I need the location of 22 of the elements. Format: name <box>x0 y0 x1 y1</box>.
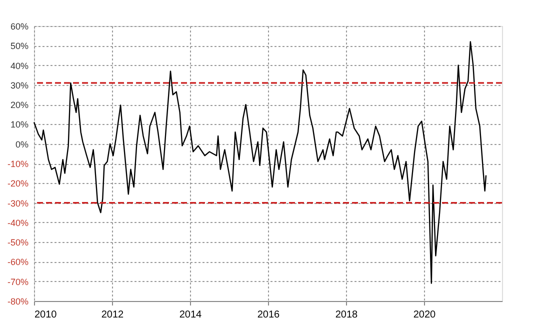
x-tick-label: 2016 <box>257 310 280 320</box>
x-tick-label: 2020 <box>413 310 436 320</box>
y-tick-label: -60% <box>7 257 28 268</box>
y-tick-label: 50% <box>10 41 28 52</box>
line-series <box>33 41 487 284</box>
y-tick-label: -20% <box>7 178 28 189</box>
y-tick-label: 10% <box>10 120 28 130</box>
y-tick-label: -30% <box>7 198 28 208</box>
y-tick-label: -70% <box>7 276 28 287</box>
y-tick-label: -10% <box>7 159 28 169</box>
y-tick-label: 20% <box>10 100 28 110</box>
y-tick-label: 30% <box>10 80 28 90</box>
y-tick-label: 60% <box>10 22 28 32</box>
x-tick-label: 2014 <box>179 310 202 320</box>
y-tick-label: -40% <box>7 218 28 228</box>
x-tick-label: 2012 <box>101 310 124 320</box>
x-tick-label: 2010 <box>34 310 58 320</box>
y-tick-label: -80% <box>7 296 28 306</box>
y-tick-label: 0% <box>15 139 28 150</box>
y-tick-label: 40% <box>10 60 28 71</box>
y-tick-label: -50% <box>7 238 28 248</box>
x-tick-label: 2018 <box>335 310 358 320</box>
